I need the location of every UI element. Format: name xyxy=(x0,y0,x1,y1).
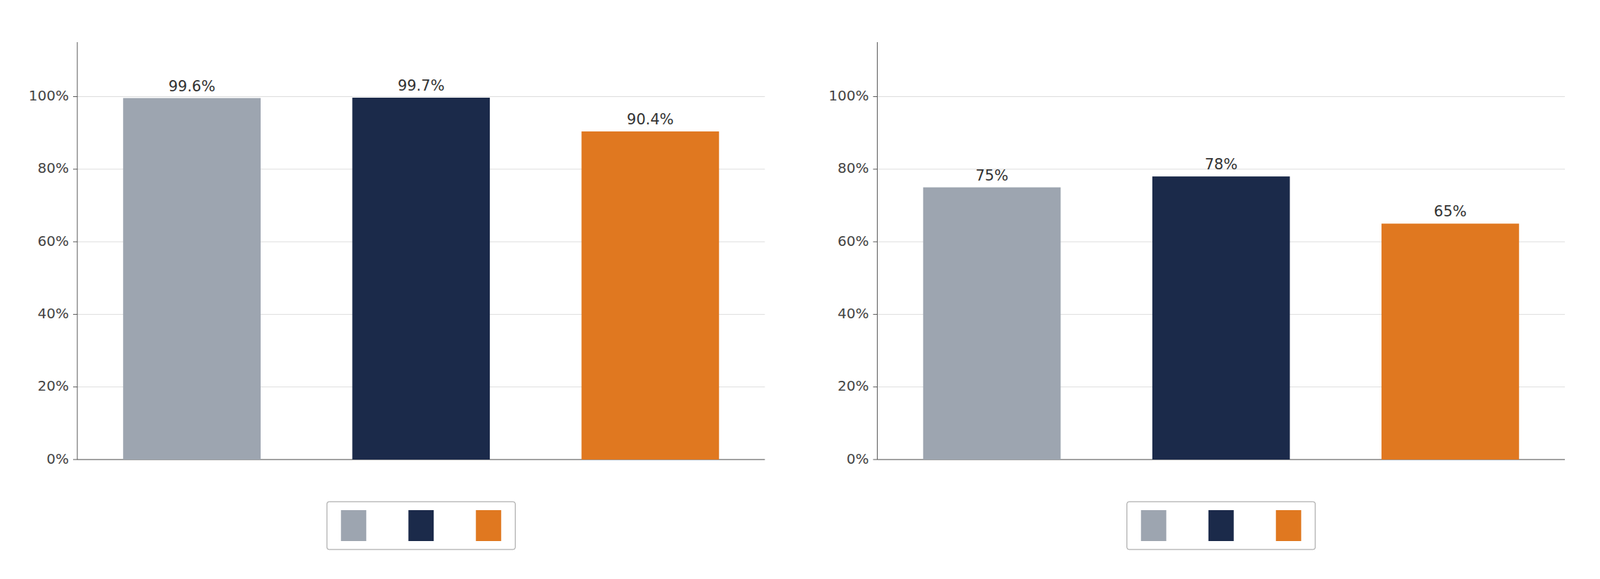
legend-box xyxy=(1127,501,1316,550)
tick-mark xyxy=(873,314,878,315)
grid-line xyxy=(877,96,1566,97)
tick-label: 0% xyxy=(846,450,870,468)
tick-label: 80% xyxy=(837,159,869,177)
data-label: 78% xyxy=(1204,155,1238,173)
bar xyxy=(581,131,720,460)
grid-line xyxy=(77,96,766,97)
tick-mark xyxy=(873,96,878,97)
tick-mark xyxy=(73,386,78,388)
tick-mark xyxy=(73,168,78,170)
tick-mark xyxy=(873,459,878,461)
tick-mark xyxy=(73,241,78,243)
panel: 0% 20% 40% 60% 80% 100% 75% 78% 65% xyxy=(828,42,1565,550)
tick-mark xyxy=(73,96,78,97)
legend-swatch xyxy=(475,510,502,542)
tick-label: 0% xyxy=(46,450,69,468)
data-label: 99.6% xyxy=(168,77,216,95)
tick-mark xyxy=(873,241,878,243)
bar xyxy=(1381,223,1520,460)
background xyxy=(0,0,1600,579)
tick-label: 20% xyxy=(837,377,869,395)
tick-label: 60% xyxy=(837,232,869,250)
bar xyxy=(923,187,1062,460)
chart-canvas: 0% 20% 40% 60% 80% 100% 99.6% 99.7% 90.4% 0% 20% 40… xyxy=(0,0,1600,579)
legend-swatch xyxy=(340,510,367,542)
tick-label: 40% xyxy=(37,304,69,322)
legend-swatch xyxy=(408,510,434,542)
tick-mark xyxy=(873,168,878,170)
data-label: 75% xyxy=(975,167,1009,185)
tick-label: 60% xyxy=(37,232,69,250)
tick-label: 100% xyxy=(28,87,69,104)
legend-swatch xyxy=(1276,510,1302,542)
y-axis-line xyxy=(876,42,878,460)
data-label: 90.4% xyxy=(626,111,674,128)
tick-label: 100% xyxy=(828,87,869,104)
y-axis-line xyxy=(77,42,78,460)
tick-label: 80% xyxy=(37,159,69,177)
tick-mark xyxy=(73,314,78,315)
data-label: 99.7% xyxy=(397,77,445,95)
bars xyxy=(122,97,719,460)
legend-swatch xyxy=(1208,510,1234,542)
bar xyxy=(122,98,261,460)
legend-swatch xyxy=(1141,510,1167,542)
tick-label: 40% xyxy=(837,304,869,322)
tick-mark xyxy=(73,459,78,461)
data-label: 65% xyxy=(1434,203,1468,220)
legend-box xyxy=(326,501,516,550)
panel: 0% 20% 40% 60% 80% 100% 99.6% 99.7% 90.4% xyxy=(28,42,766,550)
bar xyxy=(1152,176,1291,460)
tick-mark xyxy=(873,386,878,388)
bars xyxy=(923,176,1520,460)
tick-label: 20% xyxy=(37,377,69,395)
bar xyxy=(352,97,490,460)
